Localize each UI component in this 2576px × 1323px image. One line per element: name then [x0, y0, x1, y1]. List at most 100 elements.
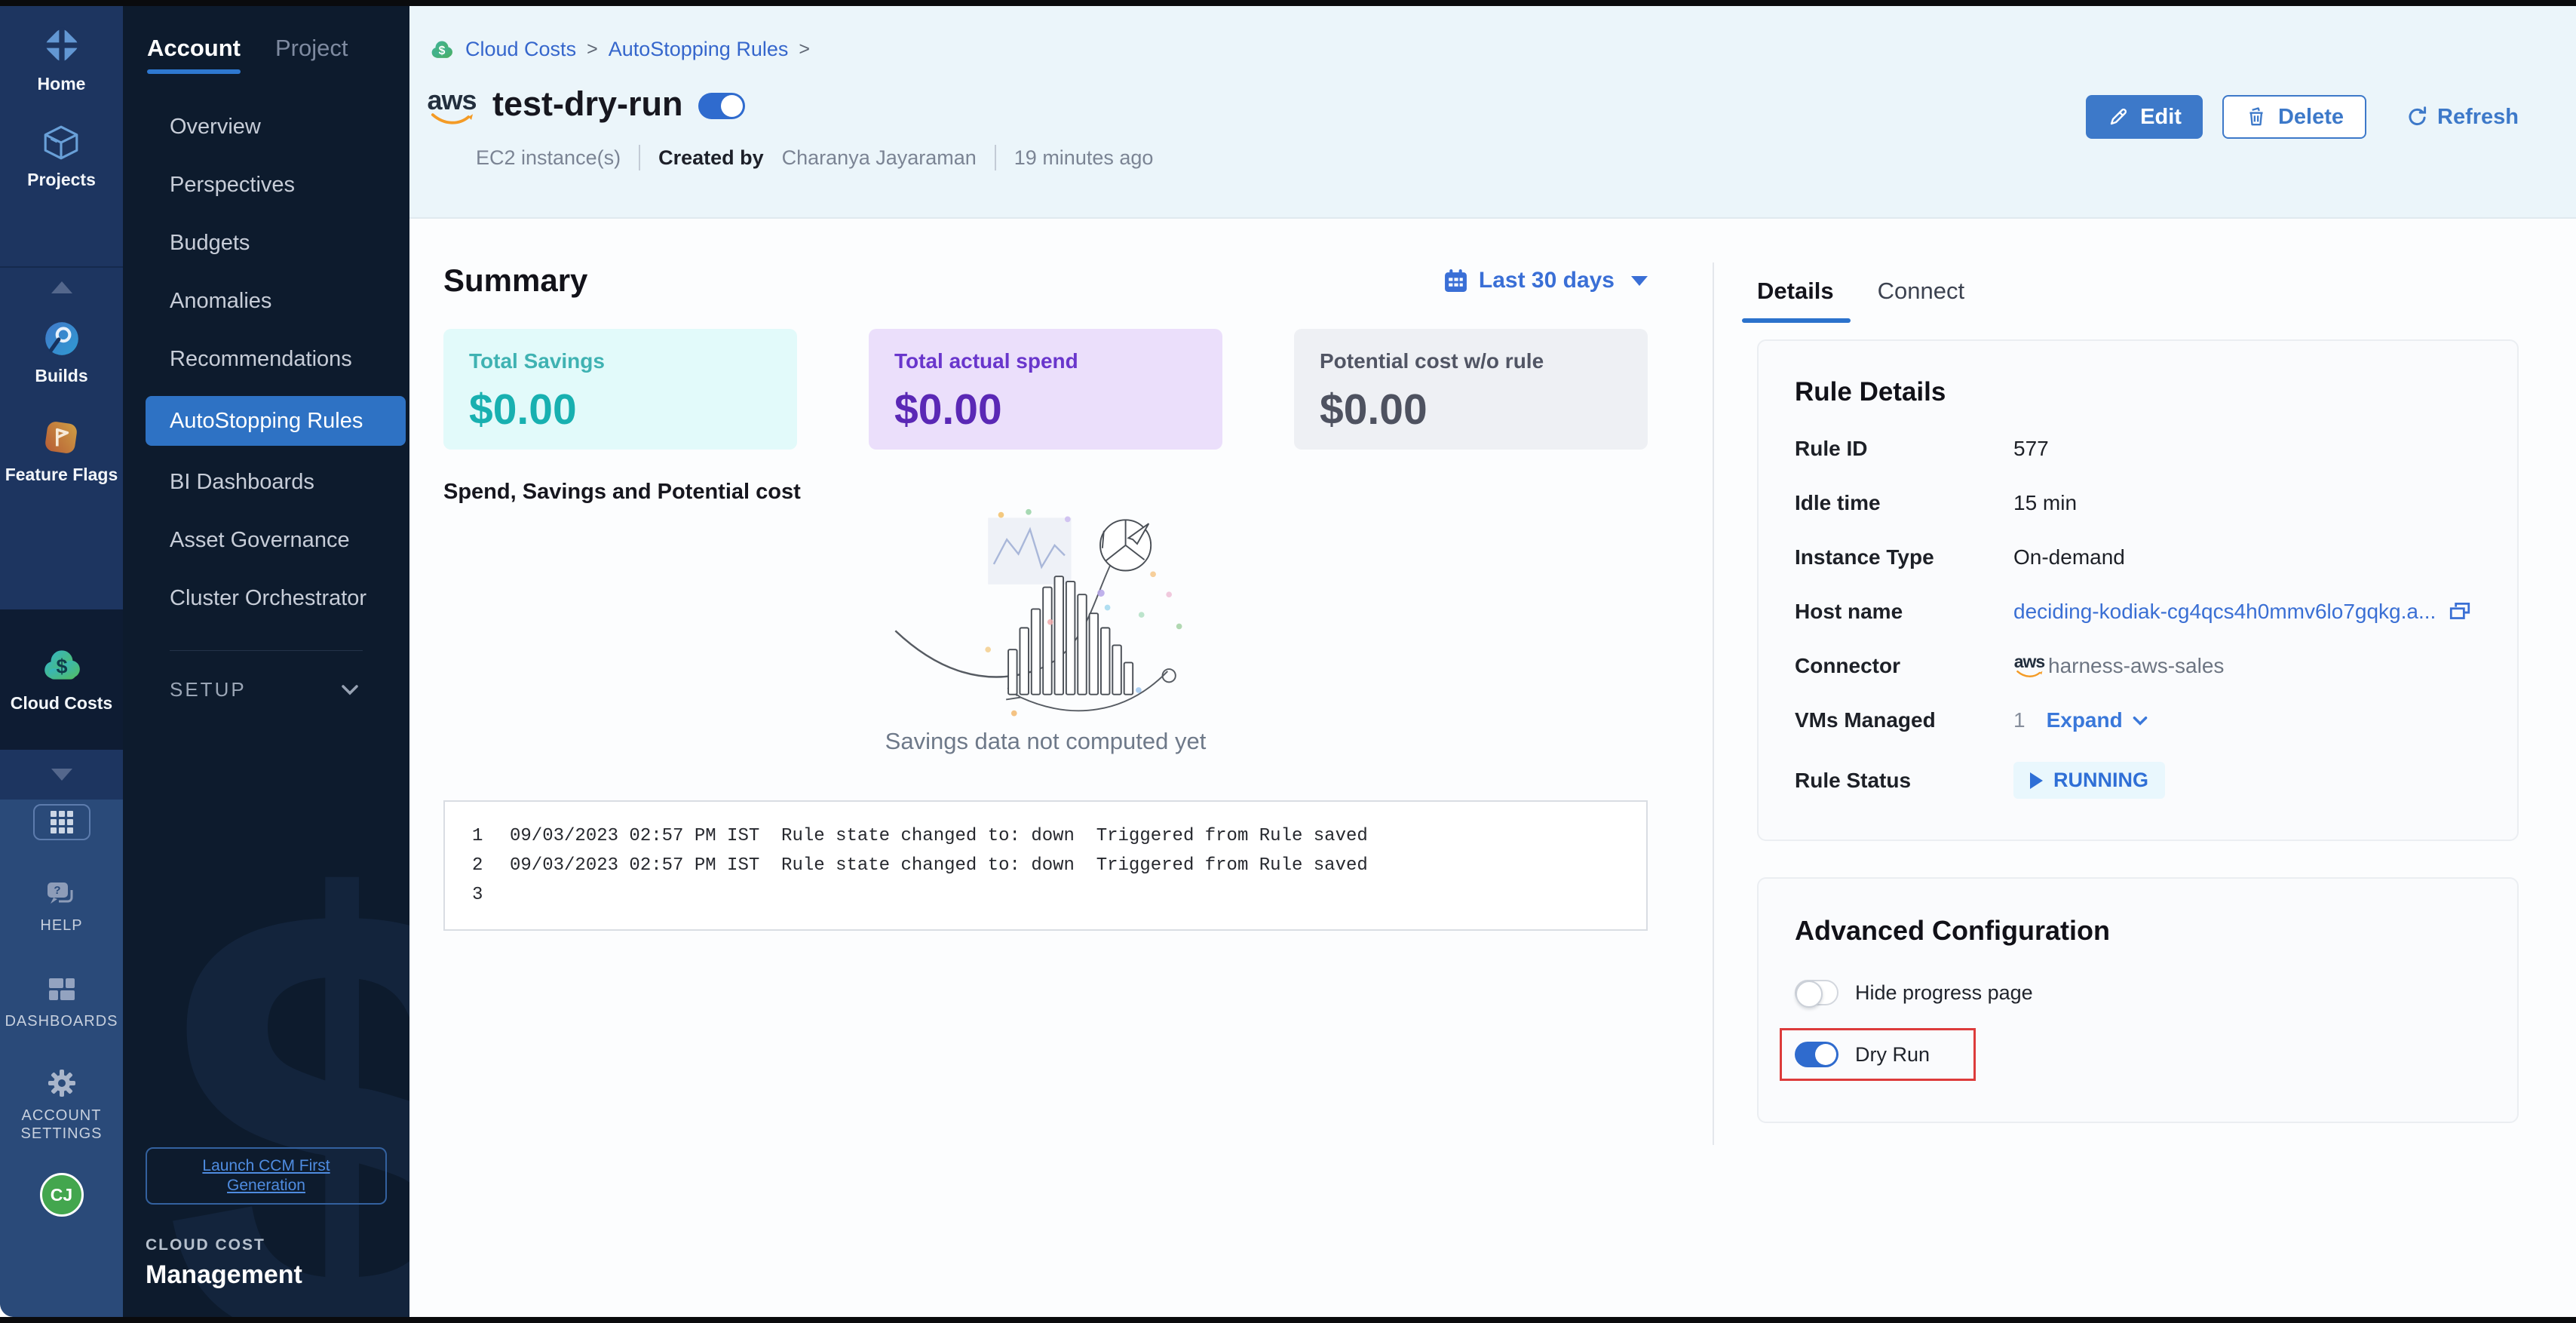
- rail-item-help[interactable]: ? HELP: [40, 879, 82, 935]
- rail-cloud-costs-label: Cloud Costs: [10, 692, 113, 713]
- pencil-icon: [2107, 106, 2130, 128]
- sidebar-item-budgets[interactable]: Budgets: [170, 231, 250, 255]
- builds-icon: [42, 319, 81, 358]
- sidebar-item-overview[interactable]: Overview: [170, 115, 261, 139]
- apps-grid-button[interactable]: [32, 804, 90, 840]
- svg-text:?: ?: [54, 884, 60, 897]
- user-avatar[interactable]: CJ: [39, 1173, 84, 1217]
- brand-management: Management: [146, 1260, 302, 1289]
- created-by-label: Created by: [658, 146, 764, 169]
- svg-text:$: $: [56, 655, 67, 677]
- sidebar-item-asset-governance[interactable]: Asset Governance: [170, 528, 350, 552]
- status-badge: RUNNING: [2013, 762, 2165, 799]
- rail-item-cloud-costs[interactable]: $ Cloud Costs: [0, 609, 123, 750]
- rail-home-label: Home: [37, 74, 86, 94]
- potential-cost-label: Potential cost w/o rule: [1320, 349, 1544, 373]
- copy-icon[interactable]: [2448, 600, 2472, 624]
- sidebar-divider: [170, 650, 363, 651]
- rail-item-builds[interactable]: Builds: [35, 319, 88, 386]
- hide-progress-page-label: Hide progress page: [1855, 981, 2033, 1004]
- advanced-configuration-heading: Advanced Configuration: [1795, 915, 2111, 946]
- host-name-link[interactable]: deciding-kodiak-cg4qcs4h0mmv6lo7gqkg.a..…: [2013, 600, 2436, 623]
- refresh-icon: [2406, 105, 2430, 129]
- apps-grid-icon: [50, 811, 73, 833]
- meta-divider: [639, 145, 641, 170]
- hide-progress-page-toggle[interactable]: [1795, 980, 1838, 1008]
- tab-project[interactable]: Project: [275, 35, 348, 61]
- dashboards-icon: [46, 975, 78, 1005]
- dry-run-toggle[interactable]: [1795, 1042, 1838, 1067]
- module-rail: Home Projects Builds Feature F: [0, 6, 123, 1317]
- aws-logo: aws: [2013, 653, 2045, 678]
- empty-chart-illustration: [894, 508, 1182, 717]
- rail-item-projects[interactable]: Projects: [27, 123, 96, 190]
- sidebar-menu: Overview Perspectives Budgets Anomalies …: [123, 98, 409, 628]
- rail-scroll-down-icon[interactable]: [51, 769, 72, 781]
- scope-tabs: Account Project: [123, 6, 409, 74]
- sidebar-item-cluster-orchestrator[interactable]: Cluster Orchestrator: [170, 586, 367, 610]
- created-by-name: Charanya Jayaraman: [781, 146, 977, 169]
- sidebar-setup-toggle[interactable]: SETUP: [123, 651, 409, 701]
- cloud-costs-sidebar: Account Project Overview Perspectives Bu…: [123, 6, 409, 1317]
- rule-details-heading: Rule Details: [1795, 377, 1946, 407]
- rail-feature-flags-label: Feature Flags: [5, 465, 118, 484]
- tab-connect[interactable]: Connect: [1877, 278, 1965, 304]
- sidebar-item-perspectives[interactable]: Perspectives: [170, 173, 296, 197]
- rail-builds-label: Builds: [35, 366, 88, 385]
- rule-enabled-toggle[interactable]: [698, 93, 745, 119]
- breadcrumb-autostopping-rules[interactable]: AutoStopping Rules: [608, 38, 789, 60]
- edit-button[interactable]: Edit: [2086, 95, 2203, 139]
- host-name-row: Host name deciding-kodiak-cg4qcs4h0mmv6l…: [1795, 599, 2481, 625]
- rule-status-row: Rule Status RUNNING: [1795, 762, 2481, 799]
- dry-run-highlight-box: Dry Run: [1780, 1028, 1976, 1081]
- rule-age: 19 minutes ago: [1014, 146, 1154, 169]
- vms-managed-row: VMs Managed 1 Expand: [1795, 708, 2481, 733]
- rail-item-account-settings[interactable]: ACCOUNT SETTINGS: [13, 1067, 111, 1143]
- rail-help-label: HELP: [40, 917, 83, 934]
- rail-item-dashboards[interactable]: DASHBOARDS: [5, 975, 118, 1030]
- rail-scroll-up-icon[interactable]: [51, 281, 72, 293]
- breadcrumb-cloud-costs[interactable]: Cloud Costs: [465, 38, 577, 60]
- rail-item-feature-flags[interactable]: Feature Flags: [5, 418, 118, 485]
- play-icon: [2030, 772, 2043, 789]
- sidebar-item-bi-dashboards[interactable]: BI Dashboards: [170, 470, 314, 494]
- total-actual-spend-card: Total actual spend $0.00: [869, 329, 1222, 450]
- rail-projects-label: Projects: [27, 170, 96, 189]
- dollar-watermark: $: [164, 775, 409, 1317]
- cloud-costs-icon: $: [40, 646, 84, 684]
- expand-vms-link[interactable]: Expand: [2047, 708, 2150, 732]
- chart-title: Spend, Savings and Potential cost: [443, 480, 801, 504]
- idle-time-row: Idle time 15 min: [1795, 491, 2078, 514]
- log-line: 2 09/03/2023 02:57 PM IST Rule state chan…: [472, 855, 1368, 876]
- meta-divider: [994, 145, 996, 170]
- page-title: test-dry-run: [492, 84, 683, 123]
- calendar-icon: [1443, 269, 1468, 293]
- brand-cloud-cost: CLOUD COST: [146, 1236, 265, 1254]
- instance-type-row: Instance Type On-demand: [1795, 545, 2125, 569]
- details-panel-tabs: Details Connect: [1742, 278, 2519, 323]
- sidebar-item-autostopping-rules[interactable]: AutoStopping Rules: [146, 396, 406, 446]
- instance-type-value: On-demand: [2013, 545, 2125, 569]
- log-line: 1 09/03/2023 02:57 PM IST Rule state chan…: [472, 826, 1368, 846]
- rule-type: EC2 instance(s): [476, 146, 621, 169]
- tab-account[interactable]: Account: [147, 35, 241, 74]
- breadcrumb: $ Cloud Costs > AutoStopping Rules >: [429, 38, 810, 61]
- refresh-button[interactable]: Refresh: [2398, 95, 2526, 139]
- app-window: Home Projects Builds Feature F: [0, 6, 2576, 1317]
- launch-ccm-first-gen-button[interactable]: Launch CCM First Generation: [146, 1147, 387, 1205]
- tab-details[interactable]: Details: [1742, 278, 1851, 323]
- delete-button[interactable]: Delete: [2222, 95, 2366, 139]
- dry-run-label: Dry Run: [1855, 1042, 1930, 1066]
- cloud-costs-breadcrumb-icon: $: [429, 38, 455, 61]
- vms-managed-count: 1: [2013, 708, 2026, 732]
- total-actual-spend-value: $0.00: [894, 385, 1002, 434]
- sidebar-item-recommendations[interactable]: Recommendations: [170, 347, 352, 371]
- trash-icon: [2245, 106, 2268, 128]
- page-header: $ Cloud Costs > AutoStopping Rules > aws…: [409, 6, 2576, 219]
- chevron-down-icon: [2130, 711, 2150, 730]
- sidebar-item-anomalies[interactable]: Anomalies: [170, 289, 272, 313]
- date-range-select[interactable]: Last 30 days: [1443, 268, 1648, 293]
- connector-row: Connector aws harness-aws-sales: [1795, 652, 2225, 678]
- empty-state-text: Savings data not computed yet: [885, 728, 1207, 754]
- rail-item-home[interactable]: Home: [37, 24, 86, 94]
